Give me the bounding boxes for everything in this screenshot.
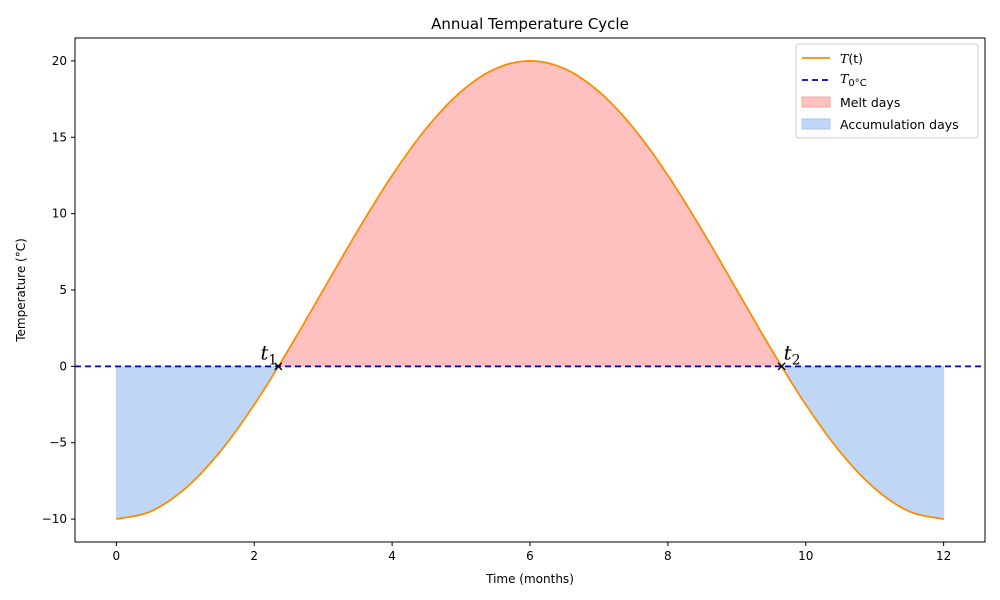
crossing-marker-1 [274,362,283,371]
x-tick-label: 2 [250,549,258,563]
y-axis-ticks: −10 −5 0 5 10 15 20 [42,54,75,526]
legend-swatch-melt [801,96,831,108]
crossing-label-1: t1 [260,340,277,368]
x-tick-label: 6 [526,549,534,563]
y-tick-label: 10 [52,207,67,221]
legend-swatch-accumulation [801,118,831,130]
x-tick-label: 8 [664,549,672,563]
y-tick-label: −5 [49,436,67,450]
legend-label-melt: Melt days [840,95,900,110]
y-tick-label: 15 [52,130,67,144]
y-axis-title: Temperature (°C) [14,238,28,343]
legend-label-accumulation: Accumulation days [840,117,959,132]
legend: T(t) T0°C Melt days Accumulation days [795,43,979,139]
legend-label-curve: T(t) [840,51,863,66]
crossing-label-2: t2 [784,340,801,368]
x-tick-label: 4 [388,549,396,563]
x-tick-label: 10 [798,549,813,563]
legend-label-threshold: T0°C [840,71,867,89]
y-tick-label: 20 [52,54,67,68]
y-tick-label: −10 [42,512,67,526]
lines-layer [75,60,985,520]
crossing-marker-2 [777,362,786,371]
y-tick-label: 5 [59,283,67,297]
x-tick-label: 0 [113,549,121,563]
x-axis-title: Time (months) [485,572,574,586]
legend-box [795,43,979,139]
crossing-x-stroke [274,362,283,371]
temperature-curve [116,60,944,520]
y-tick-label: 0 [59,359,67,373]
x-tick-label: 12 [936,549,951,563]
crossing-x-stroke [777,362,786,371]
annotations-layer: t1 t2 [260,340,801,371]
x-axis-ticks: 0 2 4 6 8 10 12 [113,542,951,563]
chart-title: Annual Temperature Cycle [431,15,629,33]
